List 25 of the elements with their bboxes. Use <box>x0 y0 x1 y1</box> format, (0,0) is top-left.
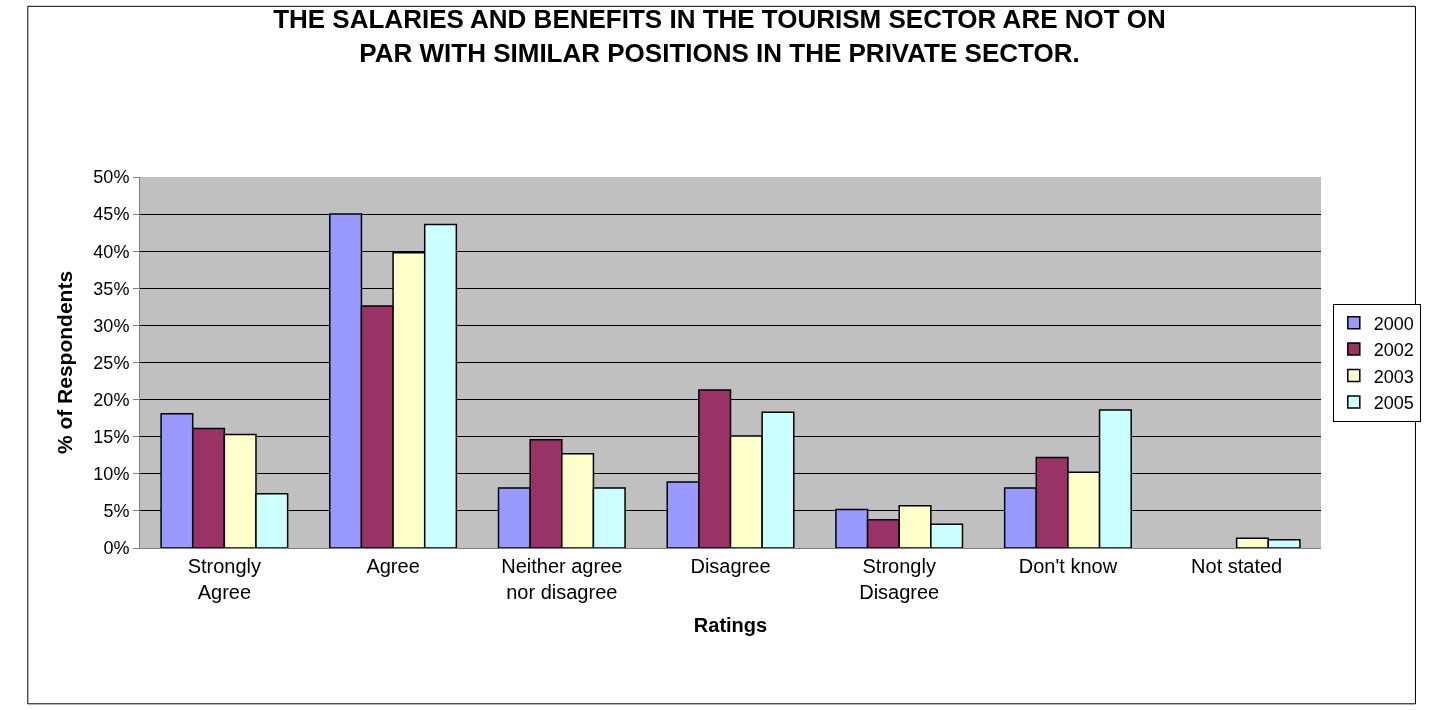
y-tick-label: 45% <box>93 204 130 225</box>
x-tick-label: Strongly Disagree <box>859 555 940 603</box>
x-tick-label: Strongly Agree <box>187 555 262 603</box>
x-tick-label: Neither agree nor disagree <box>501 555 623 603</box>
y-tick-label: 5% <box>103 501 130 522</box>
x-tick-label: Agree <box>366 555 420 577</box>
legend-label: 2002 <box>1373 340 1414 361</box>
y-tick-label: 10% <box>93 464 130 485</box>
y-axis-title: % of Respondents <box>52 270 76 455</box>
y-tick-label: 15% <box>93 427 130 447</box>
y-tick-label: 25% <box>93 352 130 373</box>
x-tick-label: Disagree <box>690 555 771 577</box>
y-tick-label: 20% <box>93 389 130 410</box>
legend-label: 2005 <box>1373 392 1414 413</box>
legend-label: 2003 <box>1373 366 1414 387</box>
y-tick-label: 35% <box>93 278 130 299</box>
x-axis-title: Ratings <box>693 613 768 636</box>
y-tick-label: 0% <box>103 538 130 559</box>
chart-title: THE SALARIES AND BENEFITS IN THE TOURISM SECTOR ARE NOT ON PAR WITH SIMILAR POSITIONS IN THE PRIVATE SECTOR. <box>273 4 1166 69</box>
y-tick-label: 50% <box>93 167 130 188</box>
x-tick-label: Don't know <box>1018 555 1118 577</box>
y-tick-label: 40% <box>93 241 130 262</box>
legend-label: 2000 <box>1373 313 1414 334</box>
y-tick-label: 30% <box>93 315 130 336</box>
x-tick-label: Not stated <box>1191 555 1283 577</box>
